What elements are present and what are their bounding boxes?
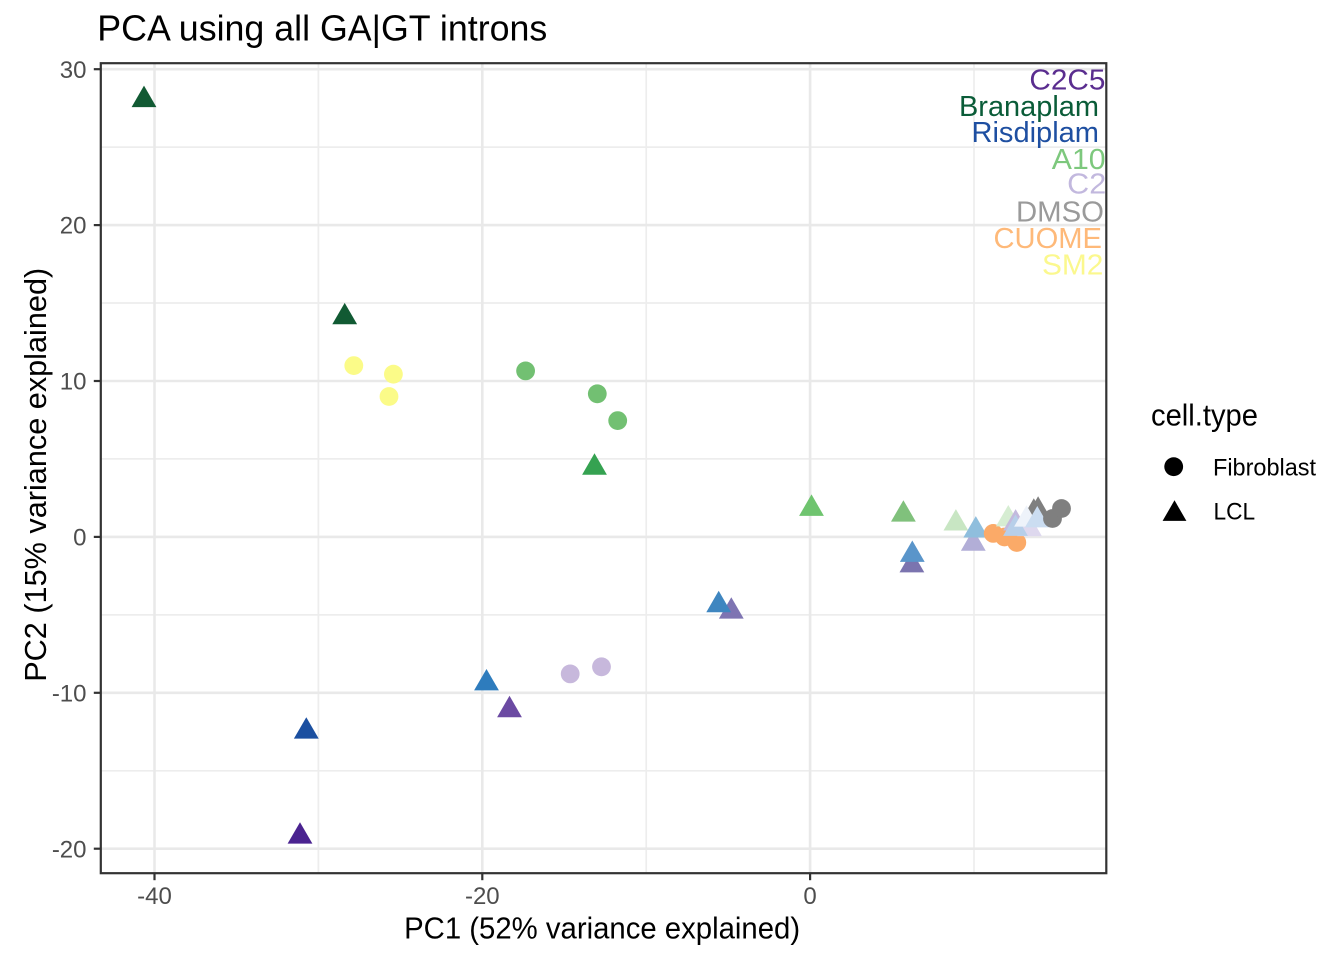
svg-text:DMSO: DMSO: [1016, 196, 1104, 228]
svg-text:Risdiplam: Risdiplam: [972, 117, 1100, 149]
svg-text:-20: -20: [52, 836, 87, 863]
svg-text:-40: -40: [137, 883, 172, 910]
svg-text:20: 20: [60, 213, 87, 240]
svg-text:LCL: LCL: [1214, 499, 1256, 526]
svg-text:10: 10: [60, 369, 87, 396]
svg-text:-20: -20: [465, 883, 500, 910]
svg-text:A10: A10: [1052, 144, 1106, 176]
svg-text:Fibroblast: Fibroblast: [1213, 455, 1316, 482]
svg-text:cell.type: cell.type: [1151, 398, 1258, 433]
svg-text:0: 0: [803, 883, 816, 910]
svg-text:-10: -10: [52, 680, 87, 707]
svg-text:Branaplam: Branaplam: [959, 91, 1099, 123]
svg-text:30: 30: [60, 57, 87, 84]
svg-text:PC2 (15% variance explained): PC2 (15% variance explained): [18, 268, 53, 682]
svg-text:PC1 (52% variance explained): PC1 (52% variance explained): [404, 911, 800, 946]
svg-text:CUOME: CUOME: [994, 223, 1103, 255]
svg-text:C2C5: C2C5: [1029, 65, 1105, 97]
svg-text:0: 0: [73, 525, 86, 552]
svg-text:SM2: SM2: [1042, 250, 1103, 282]
svg-text:PCA using all GA|GT introns: PCA using all GA|GT introns: [97, 7, 547, 48]
svg-text:C2: C2: [1067, 169, 1106, 201]
